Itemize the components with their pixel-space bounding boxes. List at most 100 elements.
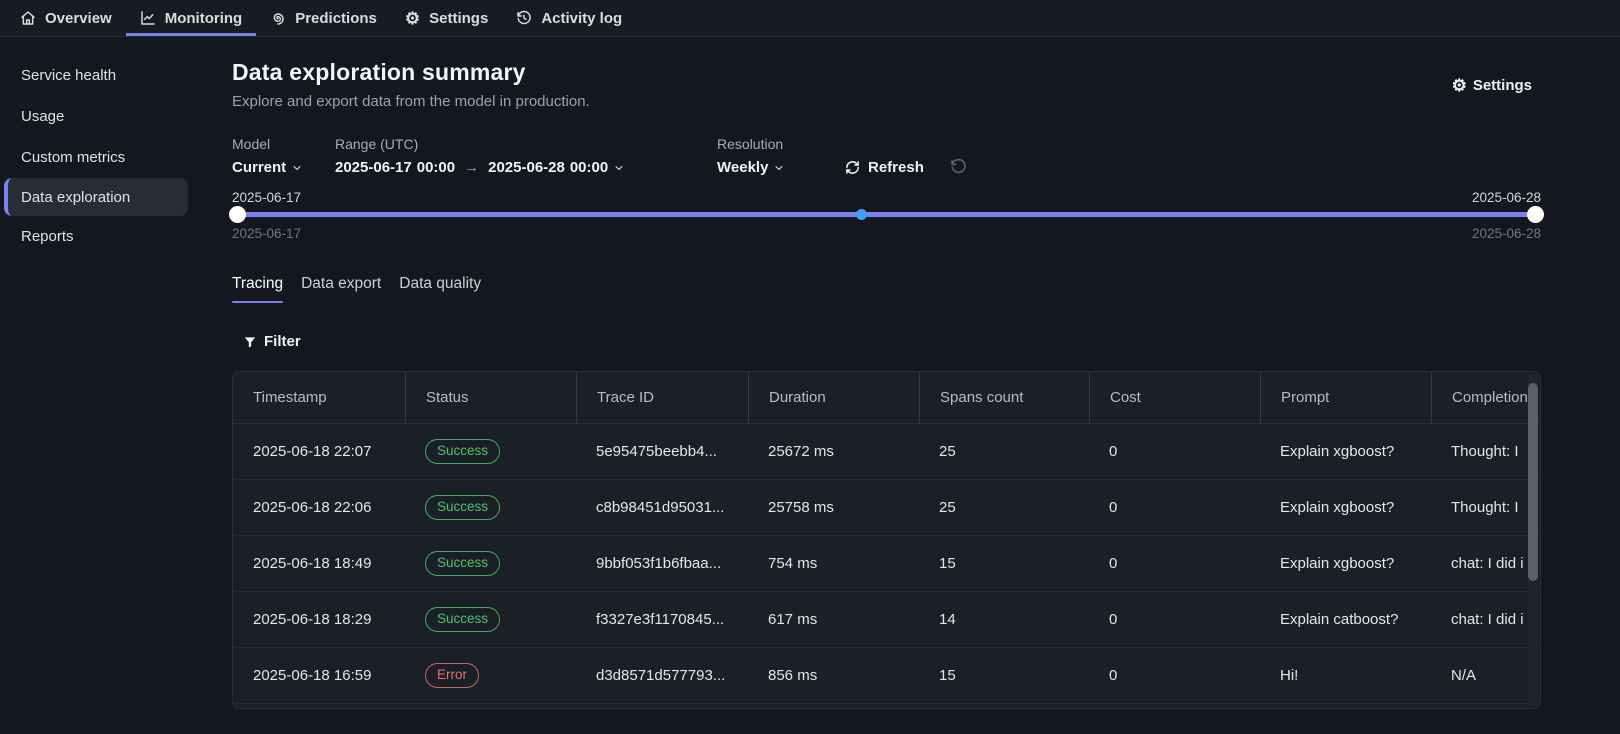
- range-select[interactable]: 2025-06-17 00:00 → 2025-06-28 00:00: [335, 159, 717, 176]
- gear-icon: ⚙: [404, 8, 421, 28]
- slider-track[interactable]: [232, 212, 1541, 217]
- range-end-date: 2025-06-28: [488, 159, 565, 176]
- slider-bottom-left-label: 2025-06-17: [232, 226, 302, 241]
- table-header: Timestamp Status Trace ID Duration Spans…: [233, 372, 1540, 424]
- cell-trace-id: 5e95475beebb4...: [596, 443, 717, 460]
- chevron-down-icon: [613, 162, 625, 174]
- tab-data-export[interactable]: Data export: [301, 275, 382, 292]
- sidebar-item-data-exploration[interactable]: Data exploration: [4, 178, 188, 216]
- cell-prompt: Explain xgboost?: [1280, 499, 1395, 516]
- cell-prompt: Explain xgboost?: [1280, 555, 1395, 572]
- cell-cost: 0: [1109, 611, 1118, 628]
- spiral-icon: [270, 10, 286, 26]
- cell-duration: 25672 ms: [768, 443, 834, 460]
- resolution-label: Resolution: [717, 136, 784, 152]
- cell-timestamp: 2025-06-18 18:49: [253, 555, 372, 572]
- home-icon: [20, 10, 36, 26]
- nav-item-label: Overview: [45, 9, 112, 27]
- content-tabs: Tracing Data export Data quality: [232, 275, 1541, 303]
- column-header-trace-id: Trace ID: [576, 372, 748, 423]
- filter-button[interactable]: Filter: [243, 333, 1541, 350]
- table-row[interactable]: 2025-06-18 16:59 Error d3d8571d577793...…: [233, 648, 1540, 704]
- cell-completion: Thought: I: [1451, 443, 1519, 460]
- resolution-select[interactable]: Weekly: [717, 159, 845, 176]
- column-header-cost: Cost: [1089, 372, 1260, 423]
- column-header-completion: Completion: [1431, 372, 1540, 423]
- status-badge: Success: [425, 606, 501, 633]
- sidebar-item-custom-metrics[interactable]: Custom metrics: [0, 137, 208, 178]
- chevron-down-icon: [773, 162, 785, 174]
- column-header-duration: Duration: [748, 372, 919, 423]
- slider-handle-end[interactable]: [1527, 206, 1544, 223]
- cell-prompt: Explain catboost?: [1280, 611, 1399, 628]
- table-row[interactable]: 2025-06-18 22:07 Success 5e95475beebb4..…: [233, 424, 1540, 480]
- main-content: ⚙ Settings Data exploration summary Expl…: [208, 37, 1620, 734]
- refresh-button[interactable]: Refresh: [845, 159, 924, 176]
- tab-data-quality[interactable]: Data quality: [399, 275, 482, 292]
- column-header-spans-count: Spans count: [919, 372, 1089, 423]
- nav-item-monitoring[interactable]: Monitoring: [126, 0, 256, 36]
- cell-spans-count: 15: [939, 667, 956, 684]
- range-select-group: Range (UTC) 2025-06-17 00:00 → 2025-06-2…: [335, 136, 717, 176]
- cell-cost: 0: [1109, 499, 1118, 516]
- column-header-timestamp: Timestamp: [253, 389, 327, 406]
- sidebar-item-label: Data exploration: [21, 188, 131, 206]
- cell-trace-id: f3327e3f1170845...: [596, 611, 725, 628]
- slider-top-left-label: 2025-06-17: [232, 190, 302, 205]
- cell-completion: Thought: I: [1451, 499, 1519, 516]
- undo-history-icon[interactable]: [950, 158, 967, 175]
- status-badge: Success: [425, 550, 501, 577]
- model-value: Current: [232, 159, 287, 176]
- sidebar-item-service-health[interactable]: Service health: [0, 55, 208, 96]
- nav-item-activity-log[interactable]: Activity log: [502, 0, 636, 36]
- range-label: Range (UTC): [335, 136, 419, 152]
- range-start-date: 2025-06-17: [335, 159, 412, 176]
- cell-cost: 0: [1109, 555, 1118, 572]
- sidebar-item-label: Reports: [21, 228, 74, 245]
- nav-item-settings[interactable]: ⚙ Settings: [391, 0, 502, 36]
- nav-item-overview[interactable]: Overview: [6, 0, 126, 36]
- cell-timestamp: 2025-06-18 18:29: [253, 611, 372, 628]
- table-row[interactable]: 2025-06-18 22:06 Success c8b98451d95031.…: [233, 480, 1540, 536]
- cell-spans-count: 14: [939, 611, 956, 628]
- cell-spans-count: 25: [939, 443, 956, 460]
- status-badge: Success: [425, 494, 501, 521]
- gear-icon: ⚙: [1451, 76, 1467, 95]
- sidebar-item-reports[interactable]: Reports: [0, 216, 208, 257]
- slider-handle-start[interactable]: [229, 206, 246, 223]
- slider-bottom-right-label: 2025-06-28: [1471, 226, 1541, 241]
- nav-item-label: Settings: [429, 9, 489, 27]
- table-row[interactable]: 2025-06-18 18:49 Success 9bbf053f1b6fbaa…: [233, 536, 1540, 592]
- cell-cost: 0: [1109, 443, 1118, 460]
- cell-timestamp: 2025-06-18 16:59: [253, 667, 372, 684]
- range-end-time: 00:00: [569, 159, 609, 176]
- table-scrollbar-thumb[interactable]: [1528, 383, 1538, 581]
- cell-prompt: Explain xgboost?: [1280, 443, 1395, 460]
- cell-timestamp: 2025-06-18 22:07: [253, 443, 372, 460]
- page-settings-label: Settings: [1472, 77, 1532, 94]
- page-settings-button[interactable]: ⚙ Settings: [1452, 77, 1532, 94]
- cell-completion: chat: I did i: [1451, 611, 1524, 628]
- tab-tracing[interactable]: Tracing: [232, 275, 284, 303]
- nav-item-label: Monitoring: [164, 9, 243, 27]
- top-nav: Overview Monitoring Predictions ⚙ Settin…: [0, 0, 1620, 37]
- sidebar-item-usage[interactable]: Usage: [0, 96, 208, 137]
- column-header-status: Status: [405, 372, 576, 423]
- cell-trace-id: 9bbf053f1b6fbaa...: [596, 555, 722, 572]
- slider-mid-dot[interactable]: [856, 209, 868, 220]
- model-select-group: Model Current: [232, 136, 335, 176]
- cell-duration: 25758 ms: [768, 499, 834, 516]
- cell-cost: 0: [1109, 667, 1118, 684]
- controls-bar: Model Current Range (UTC) 2025-06-17 00:…: [232, 136, 1541, 176]
- cell-spans-count: 15: [939, 555, 956, 572]
- table-row[interactable]: 2025-06-18 18:29 Success f3327e3f1170845…: [233, 592, 1540, 648]
- model-select[interactable]: Current: [232, 159, 335, 176]
- nav-item-label: Activity log: [541, 9, 623, 27]
- nav-item-predictions[interactable]: Predictions: [256, 0, 391, 36]
- column-header-prompt: Prompt: [1260, 372, 1431, 423]
- model-label: Model: [232, 136, 271, 152]
- cell-duration: 754 ms: [768, 555, 818, 572]
- filter-label: Filter: [264, 333, 301, 350]
- cell-status: Success: [405, 480, 576, 535]
- refresh-icon: [845, 160, 860, 175]
